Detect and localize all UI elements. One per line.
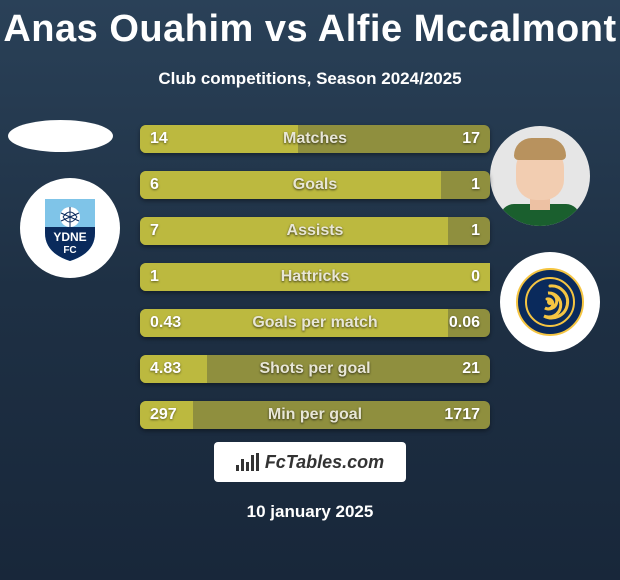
stat-name: Goals (140, 176, 490, 194)
stat-name: Assists (140, 222, 490, 240)
date-label: 10 january 2025 (0, 502, 620, 522)
sydney-fc-icon: YDNE FC (35, 193, 105, 263)
page-title: Anas Ouahim vs Alfie Mccalmont (0, 0, 620, 51)
stat-bar: 0.430.06Goals per match (140, 309, 490, 337)
brand-logo: FcTables.com (214, 442, 406, 482)
stat-name: Matches (140, 130, 490, 148)
stat-bar: 10Hattricks (140, 263, 490, 291)
avatar-right (490, 126, 590, 226)
stats-list: 1417Matches 61Goals 71Assists 10Hattricks 0.… (140, 125, 490, 429)
club-badge-left: YDNE FC (20, 178, 120, 278)
stat-bar: 2971717Min per goal (140, 401, 490, 429)
club-badge-right (500, 252, 600, 352)
brand-label: FcTables.com (265, 452, 384, 473)
stat-name: Hattricks (140, 268, 490, 286)
stat-bar: 71Assists (140, 217, 490, 245)
stat-bar: 1417Matches (140, 125, 490, 153)
avatar-left (8, 120, 113, 152)
subtitle: Club competitions, Season 2024/2025 (0, 69, 620, 89)
stat-name: Goals per match (140, 314, 490, 332)
svg-text:FC: FC (63, 245, 76, 256)
stat-bar: 61Goals (140, 171, 490, 199)
svg-text:YDNE: YDNE (53, 230, 86, 244)
chart-icon (236, 453, 259, 471)
mariners-icon (515, 267, 585, 337)
stat-name: Shots per goal (140, 360, 490, 378)
stat-name: Min per goal (140, 406, 490, 424)
stat-bar: 4.8321Shots per goal (140, 355, 490, 383)
